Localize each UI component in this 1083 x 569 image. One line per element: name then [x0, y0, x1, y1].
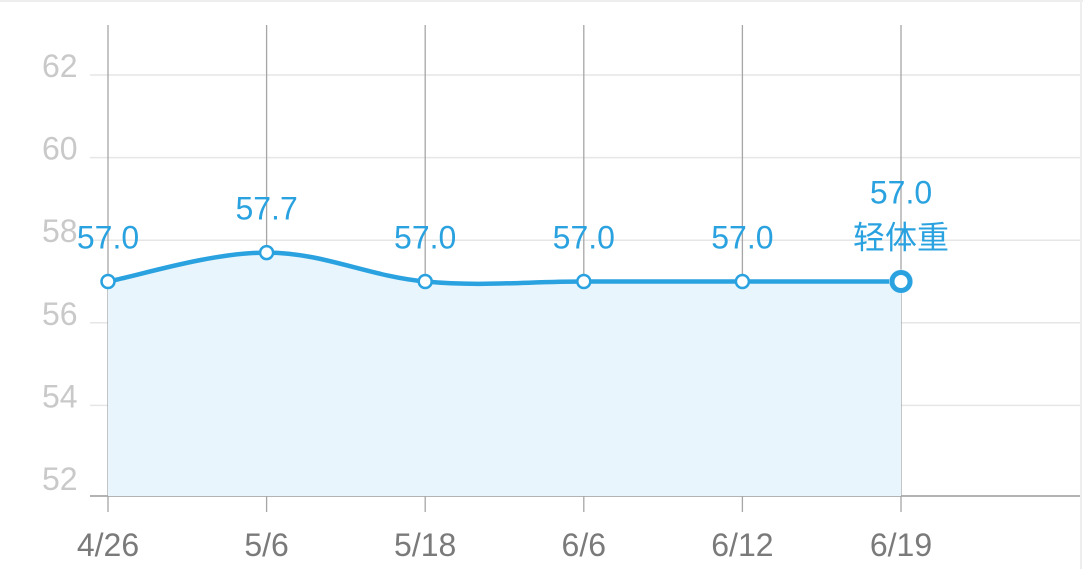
- data-point-4[interactable]: [734, 273, 751, 290]
- data-point-2[interactable]: [417, 273, 433, 290]
- y-tick-label-58: 58: [42, 213, 78, 249]
- x-tick-label-6-19: 6/19: [870, 527, 932, 563]
- y-tick-label-62: 62: [42, 48, 78, 84]
- x-tick-label-6-6: 6/6: [562, 527, 606, 563]
- series-area-fill: [108, 252, 901, 496]
- y-tick-label-52: 52: [42, 461, 78, 497]
- x-tick-label-4-26: 4/26: [77, 527, 139, 563]
- data-label-1: 57.7: [235, 191, 297, 227]
- x-tick-label-5-6: 5/6: [244, 527, 288, 563]
- data-point-3[interactable]: [576, 273, 592, 290]
- last-point-tag: 轻体重: [853, 219, 949, 257]
- y-tick-label-54: 54: [42, 378, 78, 414]
- data-label-5: 57.0: [870, 175, 932, 211]
- data-point-0[interactable]: [100, 273, 116, 290]
- series-line: [107, 250, 901, 287]
- y-tick-label-60: 60: [42, 131, 78, 167]
- data-point-5[interactable]: [889, 270, 913, 293]
- data-point-1[interactable]: [258, 244, 275, 261]
- data-label-2: 57.0: [394, 220, 456, 256]
- x-tick-label-5-18: 5/18: [394, 527, 456, 563]
- data-label-3: 57.0: [553, 220, 615, 256]
- y-tick-label-56: 56: [42, 296, 78, 332]
- data-label-0: 57.0: [77, 220, 139, 256]
- data-label-4: 57.0: [711, 220, 773, 256]
- x-tick-label-6-12: 6/12: [711, 527, 773, 563]
